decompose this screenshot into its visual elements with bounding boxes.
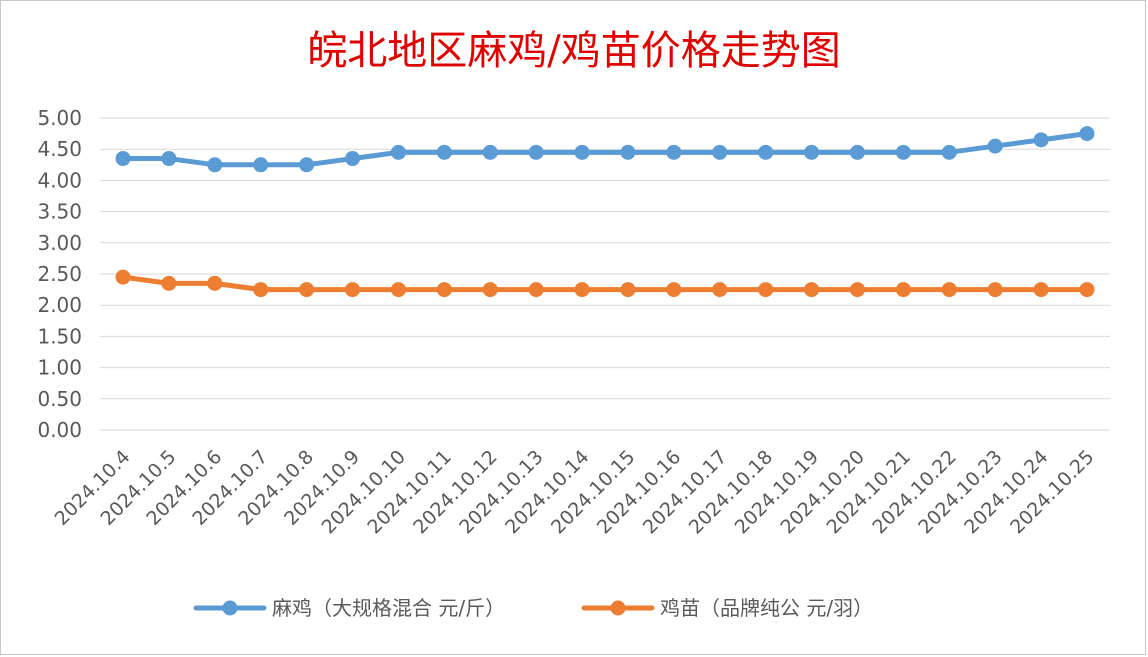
data-point	[161, 151, 177, 167]
data-point	[941, 144, 957, 160]
y-tick-label: 1.50	[37, 324, 82, 348]
data-point	[115, 269, 131, 285]
data-point	[207, 157, 223, 173]
data-point	[987, 138, 1003, 154]
data-point	[345, 282, 361, 298]
y-tick-label: 0.50	[37, 387, 82, 411]
data-point	[666, 144, 682, 160]
gridlines	[100, 117, 1110, 431]
data-point	[895, 144, 911, 160]
y-tick-label: 3.50	[37, 200, 82, 224]
data-point	[482, 144, 498, 160]
legend-item-2: 鸡苗（品牌纯公 元/羽）	[581, 596, 873, 620]
data-point	[758, 144, 774, 160]
data-point	[849, 282, 865, 298]
data-point	[115, 151, 131, 167]
data-point	[712, 144, 728, 160]
legend-marker	[610, 600, 626, 616]
legend-marker	[222, 600, 238, 616]
data-point	[436, 282, 452, 298]
legend-label: 麻鸡（大规格混合 元/斤）	[272, 596, 505, 620]
data-point	[758, 282, 774, 298]
series-1	[115, 126, 1095, 173]
data-point	[895, 282, 911, 298]
y-tick-label: 0.00	[37, 418, 82, 442]
data-point	[345, 151, 361, 167]
series-layer	[115, 126, 1095, 298]
data-point	[574, 282, 590, 298]
data-point	[666, 282, 682, 298]
series-line	[120, 274, 1090, 293]
data-point	[620, 282, 636, 298]
series-line	[120, 131, 1090, 168]
data-point	[207, 275, 223, 291]
data-point	[299, 157, 315, 173]
data-point	[1079, 126, 1095, 142]
data-point	[390, 144, 406, 160]
data-point	[528, 144, 544, 160]
y-axis: 0.00 0.50 1.00 1.50 2.00 2.50 3.00 3.50 4.00 4.50…	[37, 106, 82, 442]
data-point	[253, 157, 269, 173]
data-point	[804, 282, 820, 298]
x-axis: 2024.10.42024.10.52024.10.62024.10.72024…	[51, 446, 1099, 538]
data-point	[712, 282, 728, 298]
data-point	[299, 282, 315, 298]
data-point	[253, 282, 269, 298]
data-point	[574, 144, 590, 160]
y-tick-label: 4.00	[37, 168, 82, 192]
data-point	[849, 144, 865, 160]
data-point	[390, 282, 406, 298]
data-point	[482, 282, 498, 298]
data-point	[161, 275, 177, 291]
data-point	[620, 144, 636, 160]
legend-item-1: 麻鸡（大规格混合 元/斤）	[193, 596, 505, 620]
y-tick-label: 2.50	[37, 262, 82, 286]
y-tick-label: 2.00	[37, 293, 82, 317]
data-point	[1033, 132, 1049, 148]
legend: 麻鸡（大规格混合 元/斤） 鸡苗（品牌纯公 元/羽）	[193, 596, 873, 620]
y-tick-label: 3.00	[37, 231, 82, 255]
data-point	[436, 144, 452, 160]
data-point	[941, 282, 957, 298]
legend-label: 鸡苗（品牌纯公 元/羽）	[660, 596, 873, 620]
data-point	[804, 144, 820, 160]
data-point	[987, 282, 1003, 298]
data-point	[528, 282, 544, 298]
chart-title: 皖北地区麻鸡/鸡苗价格走势图	[307, 28, 840, 74]
data-point	[1033, 282, 1049, 298]
y-tick-label: 5.00	[37, 106, 82, 130]
y-tick-label: 1.00	[37, 356, 82, 380]
y-tick-label: 4.50	[37, 137, 82, 161]
data-point	[1079, 282, 1095, 298]
series-2	[115, 269, 1095, 298]
